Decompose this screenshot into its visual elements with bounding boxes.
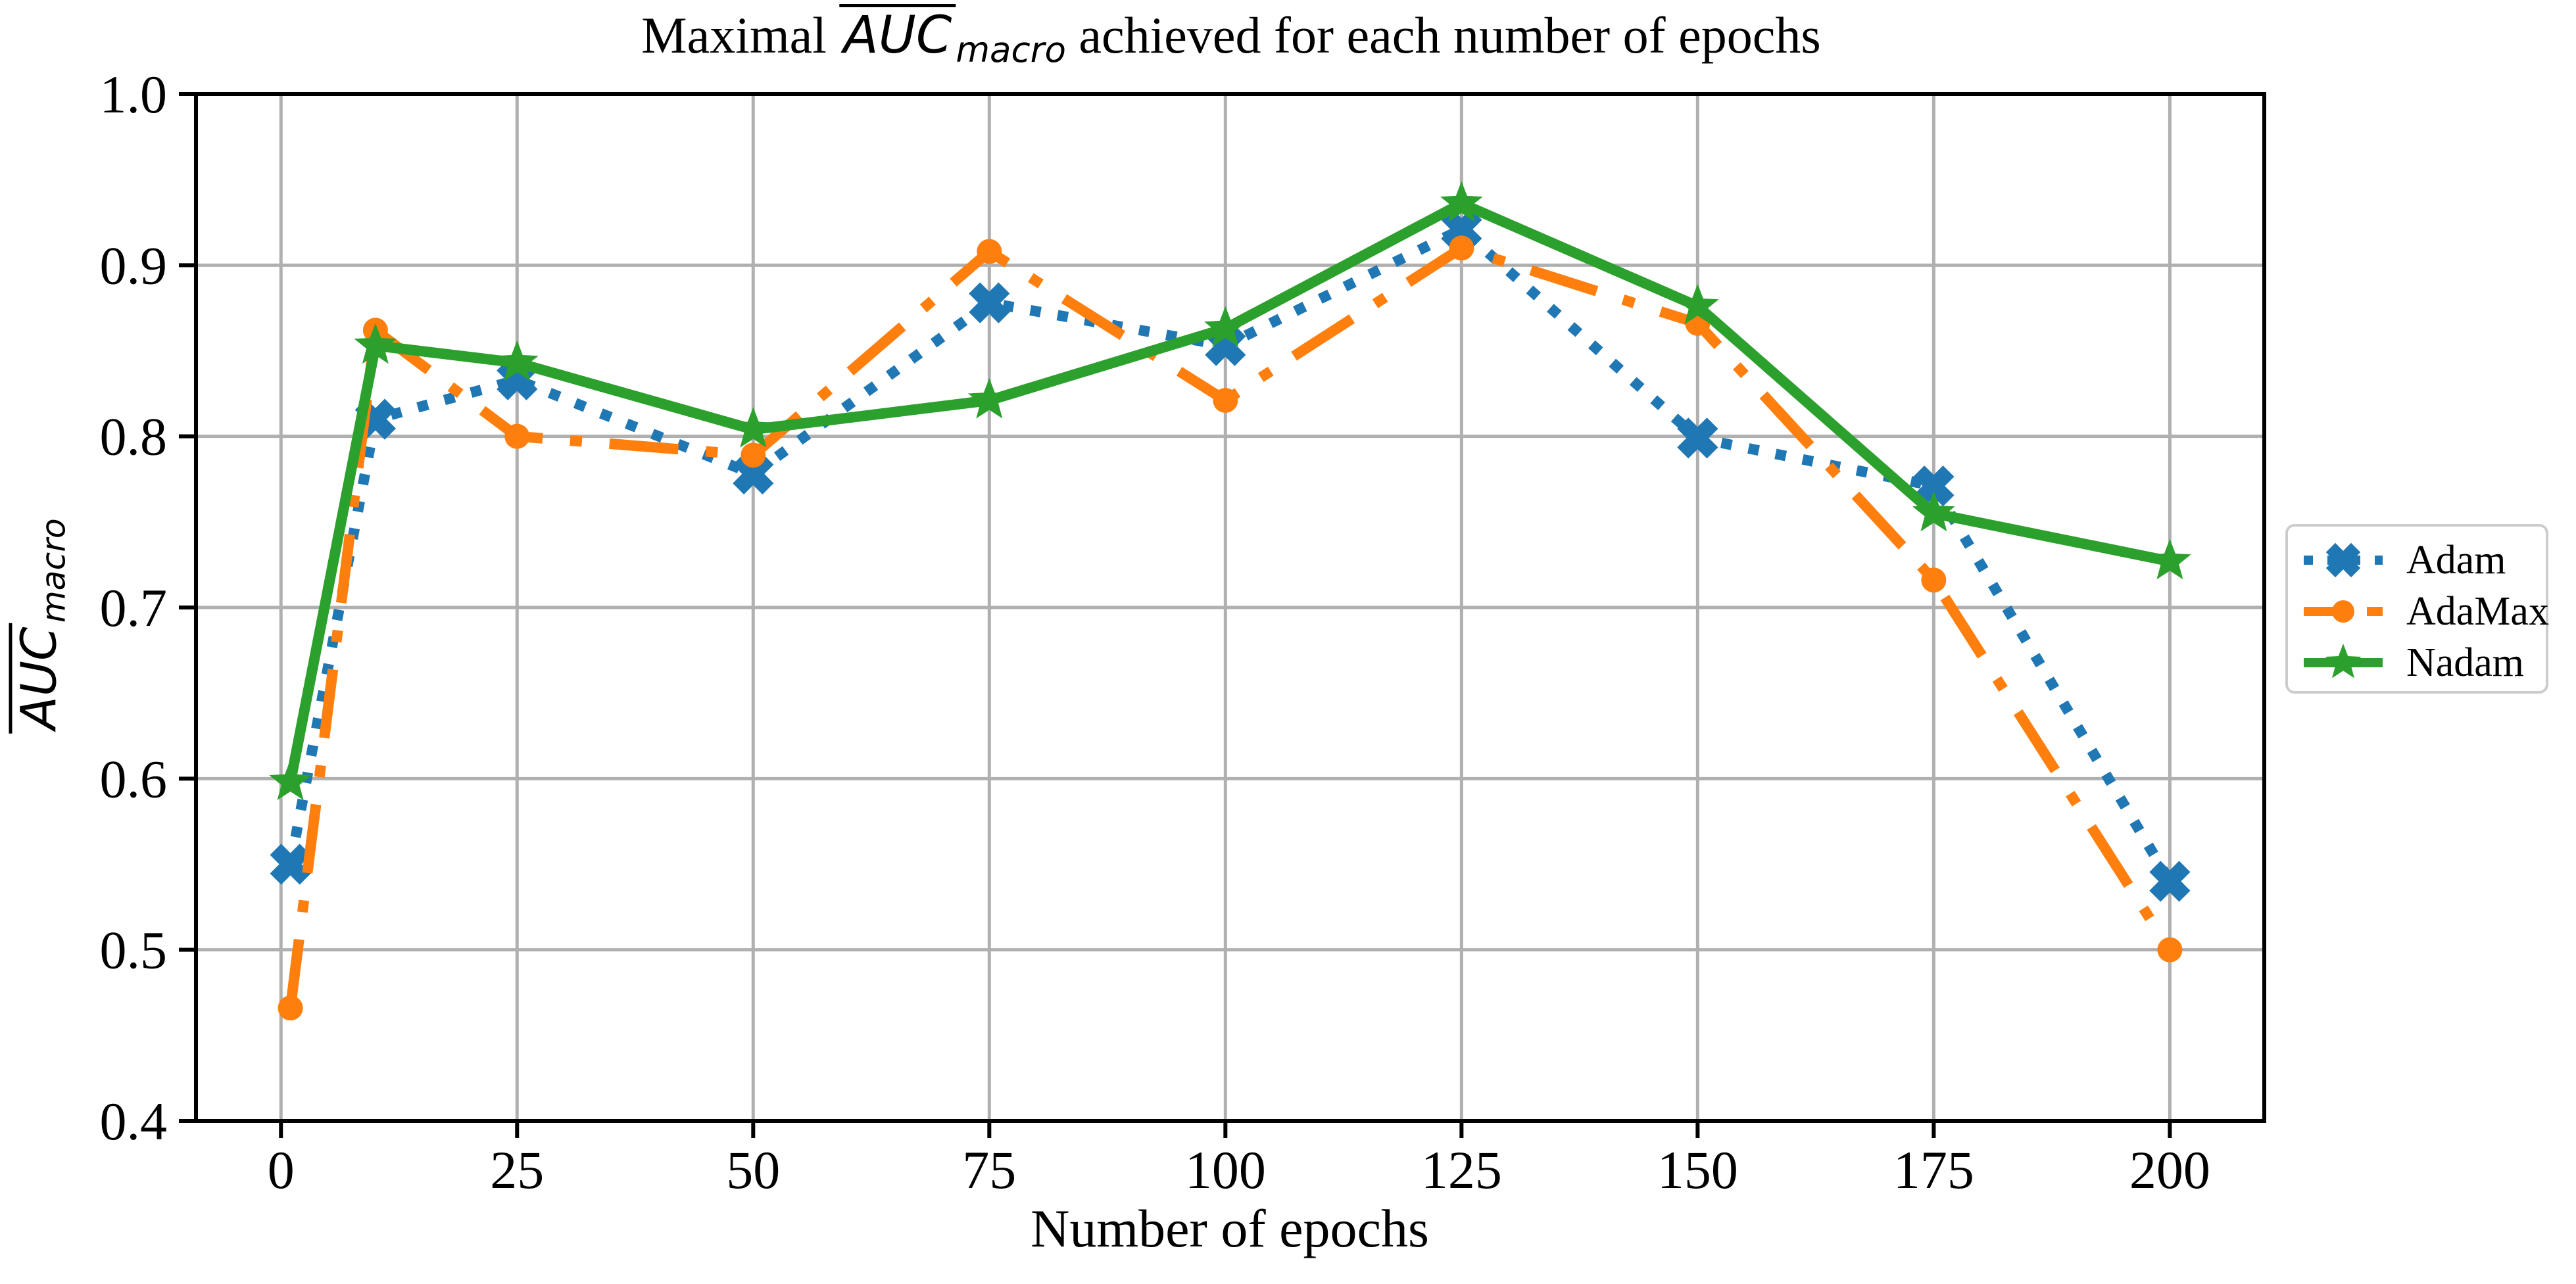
x-tick-label: 200 (2129, 1140, 2210, 1200)
y-tick-label: 0.4 (100, 1091, 168, 1151)
chart-title: Maximal AUC macro achieved for each numbe… (641, 4, 1821, 70)
y-tick-label: 0.7 (100, 578, 168, 638)
x-axis-label: Number of epochs (1031, 1199, 1429, 1258)
x-tick-label: 0 (268, 1140, 295, 1200)
marker-adamax (1921, 567, 1947, 593)
legend-row-nadam: Nadam (2301, 637, 2546, 688)
legend-row-adam: Adam (2301, 535, 2546, 586)
marker-adamax (977, 239, 1002, 264)
legend-sample-adamax-circle-marker-icon (2304, 600, 2383, 623)
marker-nadam (968, 378, 1011, 419)
y-tick-label: 0.9 (100, 235, 168, 295)
legend-row-adamax: AdaMax (2301, 586, 2549, 637)
marker-nadam (495, 340, 539, 381)
y-tick-label: 1.0 (100, 64, 168, 124)
marker-adamax (504, 423, 530, 449)
marker-nadam (1204, 306, 1247, 347)
marker-adam (2149, 861, 2191, 902)
y-tick-label: 0.6 (100, 749, 168, 809)
y-axis-label: AUCmacro (9, 518, 73, 734)
y-axis-label-math-auc: AUC (9, 623, 68, 734)
chart-title-prefix: Maximal (641, 7, 840, 64)
marker-adamax (2157, 937, 2183, 963)
x-tick-label: 50 (726, 1140, 780, 1200)
x-tick-label: 125 (1421, 1140, 1502, 1200)
x-tick-label: 75 (962, 1140, 1016, 1200)
marker-nadam (1676, 283, 1719, 325)
marker-nadam (354, 323, 397, 364)
marker-nadam (1440, 181, 1483, 222)
x-tick-label: 100 (1185, 1140, 1266, 1200)
legend: Adam AdaMax Nadam (2285, 524, 2549, 694)
legend-sample-part (2332, 600, 2354, 623)
chart-title-suffix: achieved for each number of epochs (1065, 7, 1821, 64)
legend-sample-part (2325, 644, 2362, 678)
marker-adamax (1449, 235, 1474, 261)
marker-adam (1677, 417, 1718, 459)
marker-adamax (278, 995, 303, 1021)
legend-label-nadam: Nadam (2406, 640, 2525, 685)
x-tick-label: 25 (490, 1140, 544, 1200)
legend-sample-adam-x-marker-icon (2304, 542, 2383, 578)
y-tick-label: 0.5 (100, 920, 168, 980)
marker-nadam (269, 759, 312, 800)
series-line-nadam (285, 198, 2171, 784)
marker-nadam (1912, 490, 1955, 532)
marker-adam (733, 453, 774, 495)
marker-nadam (2149, 538, 2191, 580)
legend-sample-part (2325, 542, 2361, 578)
x-tick-label: 150 (1657, 1140, 1738, 1200)
marker-adam (1913, 465, 1955, 507)
series-line-adam (285, 224, 2175, 884)
chart-title-math-auc: AUC (839, 4, 956, 61)
x-tick-label: 175 (1893, 1140, 1974, 1200)
legend-sample-nadam-star-marker-icon (2304, 644, 2383, 678)
chart-title-math-sub: macro (956, 30, 1066, 70)
legend-label-adamax: AdaMax (2406, 589, 2549, 634)
marker-adam (969, 282, 1010, 323)
y-tick-label: 0.8 (100, 407, 168, 467)
marker-nadam (731, 407, 775, 448)
series-line-adamax (285, 243, 2175, 1009)
legend-label-adam: Adam (2406, 538, 2506, 583)
marker-adamax (1213, 387, 1238, 413)
marker-adamax (741, 442, 766, 468)
marker-adam (270, 844, 311, 885)
y-axis-label-math-sub: macro (34, 518, 73, 623)
